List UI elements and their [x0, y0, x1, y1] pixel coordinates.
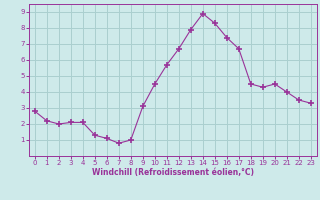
- X-axis label: Windchill (Refroidissement éolien,°C): Windchill (Refroidissement éolien,°C): [92, 168, 254, 177]
